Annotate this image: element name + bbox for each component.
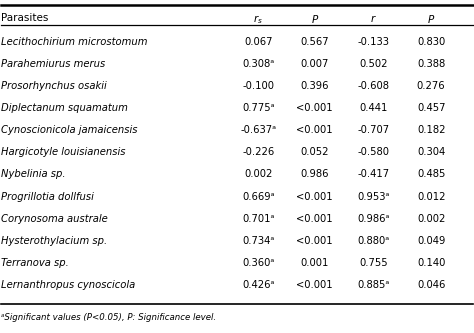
Text: 0.426ᵃ: 0.426ᵃ bbox=[242, 280, 274, 290]
Text: $P$: $P$ bbox=[310, 13, 319, 25]
Text: 0.001: 0.001 bbox=[301, 258, 329, 268]
Text: Terranova sp.: Terranova sp. bbox=[1, 258, 69, 268]
Text: $r$: $r$ bbox=[370, 13, 377, 24]
Text: 0.388: 0.388 bbox=[417, 59, 445, 69]
Text: 0.953ᵃ: 0.953ᵃ bbox=[357, 191, 390, 201]
Text: Nybelinia sp.: Nybelinia sp. bbox=[1, 169, 66, 179]
Text: 0.502: 0.502 bbox=[359, 59, 388, 69]
Text: 0.986ᵃ: 0.986ᵃ bbox=[357, 214, 390, 224]
Text: 0.986: 0.986 bbox=[301, 169, 329, 179]
Text: 0.734ᵃ: 0.734ᵃ bbox=[242, 236, 274, 246]
Text: 0.360ᵃ: 0.360ᵃ bbox=[242, 258, 274, 268]
Text: -0.637ᵃ: -0.637ᵃ bbox=[240, 125, 276, 135]
Text: Prosorhynchus osakii: Prosorhynchus osakii bbox=[1, 81, 107, 91]
Text: Parasites: Parasites bbox=[1, 13, 49, 23]
Text: Lecithochirium microstomum: Lecithochirium microstomum bbox=[1, 37, 148, 47]
Text: $P$: $P$ bbox=[427, 13, 435, 25]
Text: 0.457: 0.457 bbox=[417, 103, 446, 113]
Text: Parahemiurus merus: Parahemiurus merus bbox=[1, 59, 106, 69]
Text: <0.001: <0.001 bbox=[296, 214, 333, 224]
Text: <0.001: <0.001 bbox=[296, 103, 333, 113]
Text: 0.701ᵃ: 0.701ᵃ bbox=[242, 214, 274, 224]
Text: 0.441: 0.441 bbox=[359, 103, 388, 113]
Text: 0.308ᵃ: 0.308ᵃ bbox=[242, 59, 274, 69]
Text: Diplectanum squamatum: Diplectanum squamatum bbox=[1, 103, 128, 113]
Text: -0.707: -0.707 bbox=[357, 125, 390, 135]
Text: 0.669ᵃ: 0.669ᵃ bbox=[242, 191, 274, 201]
Text: Cynoscionicola jamaicensis: Cynoscionicola jamaicensis bbox=[1, 125, 138, 135]
Text: 0.046: 0.046 bbox=[417, 280, 446, 290]
Text: 0.052: 0.052 bbox=[301, 147, 329, 158]
Text: 0.830: 0.830 bbox=[417, 37, 445, 47]
Text: 0.002: 0.002 bbox=[417, 214, 446, 224]
Text: -0.226: -0.226 bbox=[242, 147, 274, 158]
Text: 0.304: 0.304 bbox=[417, 147, 445, 158]
Text: 0.049: 0.049 bbox=[417, 236, 446, 246]
Text: -0.133: -0.133 bbox=[358, 37, 390, 47]
Text: -0.417: -0.417 bbox=[357, 169, 390, 179]
Text: Progrillotia dollfusi: Progrillotia dollfusi bbox=[1, 191, 94, 201]
Text: -0.100: -0.100 bbox=[242, 81, 274, 91]
Text: 0.140: 0.140 bbox=[417, 258, 446, 268]
Text: 0.485: 0.485 bbox=[417, 169, 446, 179]
Text: 0.002: 0.002 bbox=[244, 169, 273, 179]
Text: 0.775ᵃ: 0.775ᵃ bbox=[242, 103, 274, 113]
Text: 0.067: 0.067 bbox=[244, 37, 273, 47]
Text: 0.007: 0.007 bbox=[301, 59, 329, 69]
Text: 0.885ᵃ: 0.885ᵃ bbox=[357, 280, 390, 290]
Text: 0.880ᵃ: 0.880ᵃ bbox=[357, 236, 390, 246]
Text: <0.001: <0.001 bbox=[296, 191, 333, 201]
Text: $r_s$: $r_s$ bbox=[253, 13, 263, 26]
Text: ᵃSignificant values (P<0.05), P: Significance level.: ᵃSignificant values (P<0.05), P: Signifi… bbox=[1, 313, 217, 322]
Text: Hysterothylacium sp.: Hysterothylacium sp. bbox=[1, 236, 108, 246]
Text: 0.567: 0.567 bbox=[301, 37, 329, 47]
Text: <0.001: <0.001 bbox=[296, 236, 333, 246]
Text: 0.276: 0.276 bbox=[417, 81, 446, 91]
Text: 0.755: 0.755 bbox=[359, 258, 388, 268]
Text: 0.182: 0.182 bbox=[417, 125, 446, 135]
Text: -0.580: -0.580 bbox=[358, 147, 390, 158]
Text: 0.396: 0.396 bbox=[301, 81, 329, 91]
Text: <0.001: <0.001 bbox=[296, 280, 333, 290]
Text: Hargicotyle louisianensis: Hargicotyle louisianensis bbox=[1, 147, 126, 158]
Text: -0.608: -0.608 bbox=[358, 81, 390, 91]
Text: 0.012: 0.012 bbox=[417, 191, 446, 201]
Text: Lernanthropus cynoscicola: Lernanthropus cynoscicola bbox=[1, 280, 136, 290]
Text: Corynosoma australe: Corynosoma australe bbox=[1, 214, 108, 224]
Text: <0.001: <0.001 bbox=[296, 125, 333, 135]
